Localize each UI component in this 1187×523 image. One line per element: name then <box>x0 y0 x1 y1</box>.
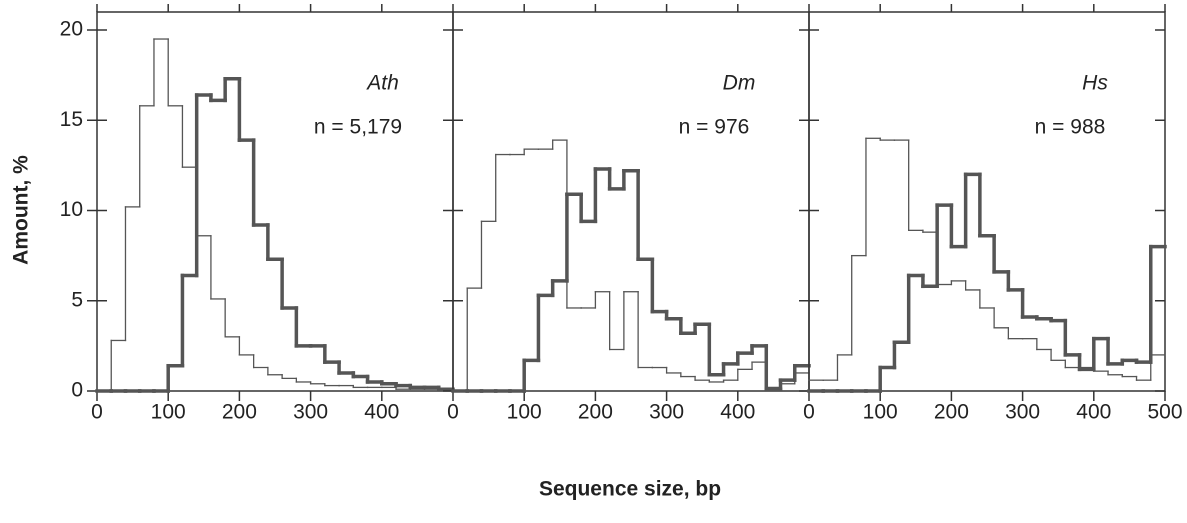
x-tick-label: 200 <box>222 401 257 424</box>
x-tick-label: 500 <box>1147 401 1182 424</box>
x-tick-label: 300 <box>1005 401 1040 424</box>
panel-annotation: n = 976 <box>679 116 750 139</box>
y-tick-label: 10 <box>60 198 83 221</box>
panel-annotation: n = 988 <box>1035 116 1106 139</box>
x-tick-label: 100 <box>863 401 898 424</box>
panel-label: Ath <box>365 72 399 95</box>
x-tick-label: 100 <box>151 401 186 424</box>
x-tick-label: 300 <box>649 401 684 424</box>
panel-frame <box>452 11 810 392</box>
panel-annotation: n = 5,179 <box>314 116 402 139</box>
x-axis-label: Sequence size, bp <box>539 478 721 501</box>
x-tick-label: 0 <box>803 401 815 424</box>
y-tick-label: 5 <box>71 288 83 311</box>
panel-label: Dm <box>723 72 756 95</box>
x-tick-label: 400 <box>1076 401 1111 424</box>
y-tick-label: 15 <box>60 108 83 131</box>
panel-frame <box>96 11 454 392</box>
panel-label: Hs <box>1082 72 1108 95</box>
y-axis-label: Amount, % <box>10 155 33 265</box>
panel-frame <box>808 11 1166 392</box>
x-tick-label: 0 <box>91 401 103 424</box>
y-tick-label: 20 <box>60 18 83 41</box>
x-tick-label: 400 <box>364 401 399 424</box>
x-tick-label: 100 <box>507 401 542 424</box>
y-tick-label: 0 <box>71 379 83 402</box>
x-tick-label: 200 <box>578 401 613 424</box>
x-tick-label: 0 <box>447 401 459 424</box>
x-tick-label: 200 <box>934 401 969 424</box>
x-tick-label: 400 <box>720 401 755 424</box>
x-tick-label: 300 <box>293 401 328 424</box>
